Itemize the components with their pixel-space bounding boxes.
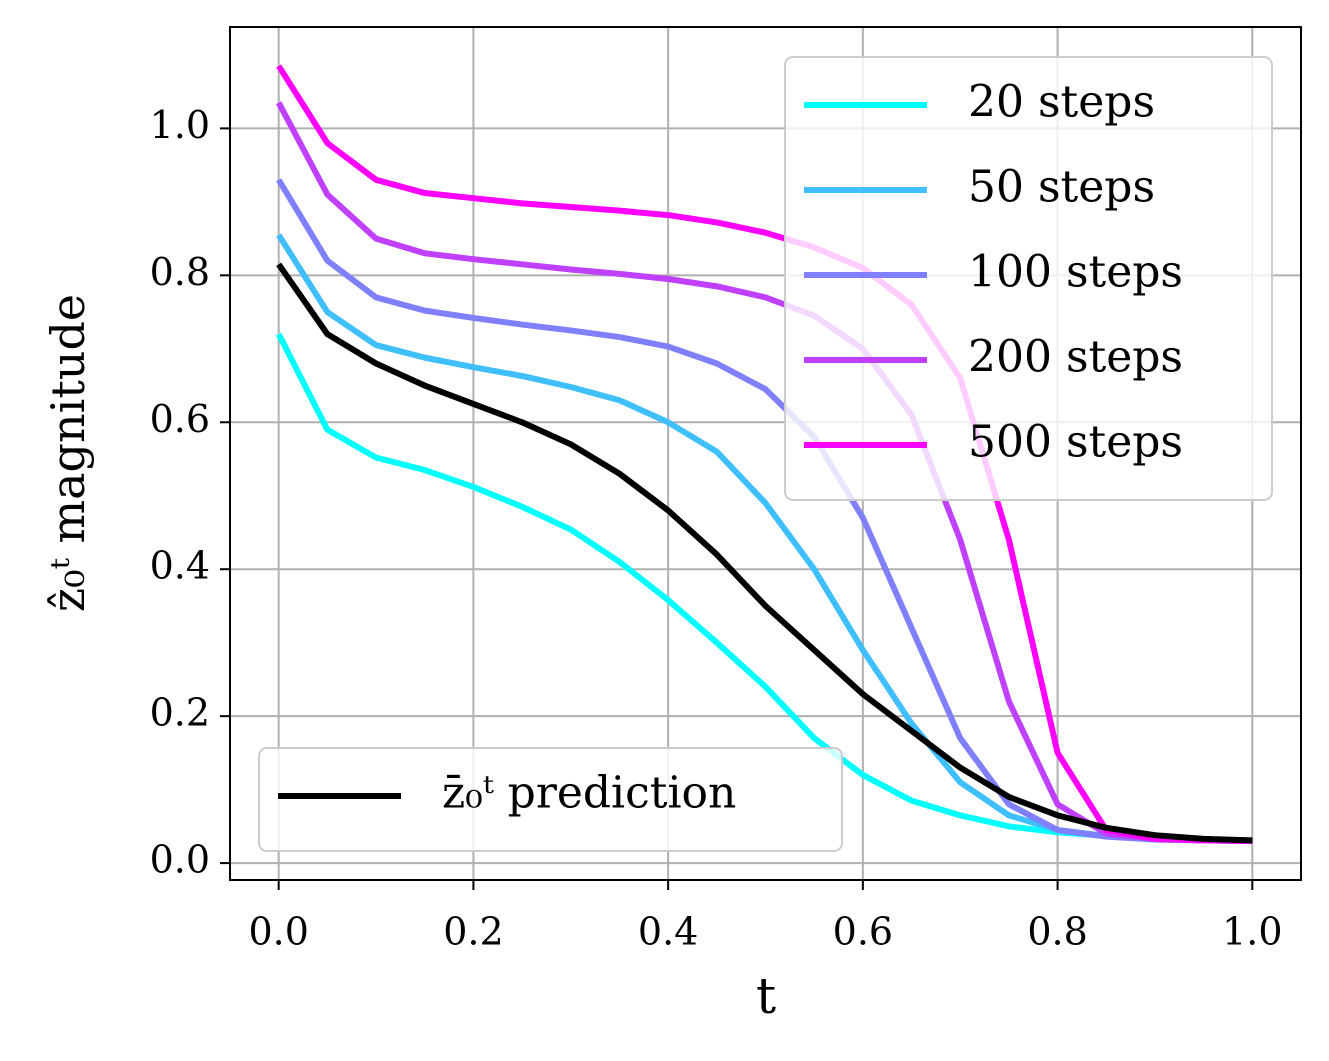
x-tick-label: 1.0 — [1222, 910, 1282, 954]
x-tick-label: 0.6 — [833, 910, 893, 954]
legend-label: 500 steps — [968, 417, 1183, 468]
line — [276, 262, 1253, 844]
x-tick-label: 0.4 — [638, 910, 698, 954]
y-tick-label: 0.4 — [150, 544, 210, 588]
plot-frame — [229, 26, 1302, 881]
legend-label: z̄₀ᵗ prediction — [442, 768, 736, 819]
line — [276, 64, 1253, 845]
plot — [276, 64, 1253, 845]
y-tick-label: 1.0 — [150, 103, 210, 147]
y-axis-label: ẑ₀ᵗ magnitude — [41, 294, 95, 612]
y-tick-label: 0.2 — [150, 691, 210, 735]
y-tick-label: 0.0 — [150, 838, 210, 882]
legend-box — [258, 747, 843, 852]
legend-label: 200 steps — [968, 332, 1183, 383]
legend-label: 20 steps — [968, 77, 1155, 128]
legend-label: 100 steps — [968, 247, 1183, 298]
x-tick-label: 0.0 — [248, 910, 308, 954]
legend-box — [784, 56, 1273, 501]
line — [276, 178, 1253, 845]
legend-label: 50 steps — [968, 162, 1155, 213]
x-tick-label: 0.2 — [443, 910, 503, 954]
x-axis-label: t — [756, 967, 776, 1025]
x-tick-label: 0.8 — [1027, 910, 1087, 954]
y-tick-label: 0.8 — [150, 250, 210, 294]
y-tick-label: 0.6 — [150, 397, 210, 441]
